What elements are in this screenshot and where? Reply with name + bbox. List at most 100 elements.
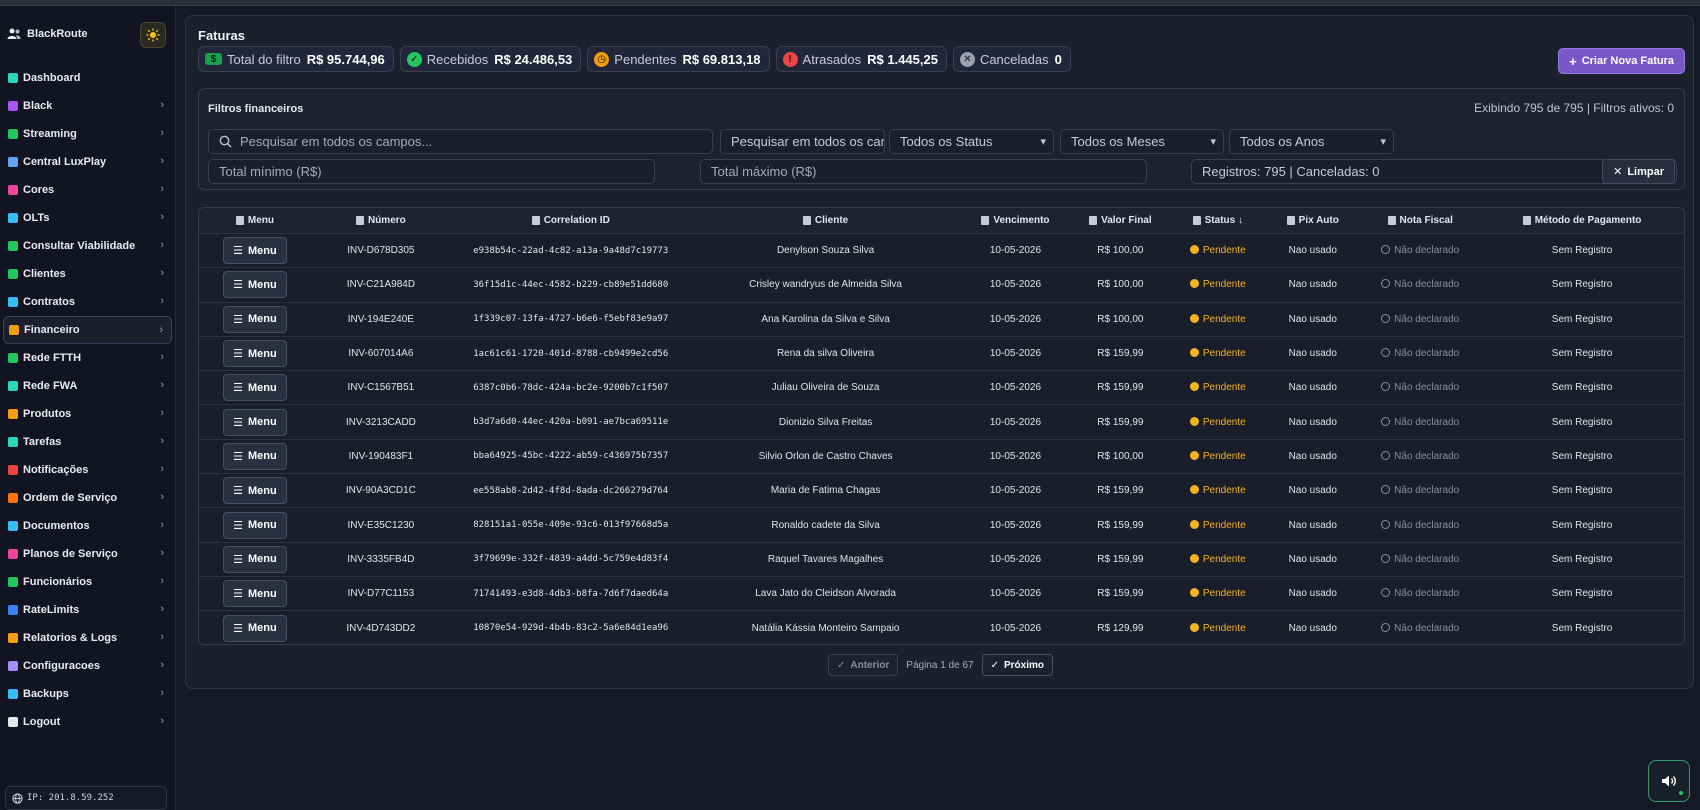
- chevron-right-icon: ›: [160, 127, 164, 139]
- sidebar-item-funcion-rios[interactable]: Funcionários ›: [3, 568, 172, 596]
- sidebar-item-consultar-viabilidade[interactable]: Consultar Viabilidade ›: [3, 232, 172, 260]
- sidebar-item-documentos[interactable]: Documentos ›: [3, 512, 172, 540]
- column-header[interactable]: Correlation ID: [451, 215, 691, 226]
- next-page-button[interactable]: ✓ Próximo: [981, 654, 1053, 676]
- sidebar-item-label: Planos de Serviço: [23, 548, 118, 560]
- client-name: Ana Karolina da Silva e Silva: [761, 313, 890, 325]
- sidebar-item-central-luxplay[interactable]: Central LuxPlay ›: [3, 148, 172, 176]
- row-menu-button[interactable]: ☰ Menu: [222, 340, 287, 368]
- column-header[interactable]: Valor Final: [1070, 215, 1170, 226]
- due-date: 10-05-2026: [989, 348, 1042, 360]
- sidebar-item-rede-ftth[interactable]: Rede FTTH ›: [3, 344, 172, 372]
- stat-value: 0: [1054, 51, 1062, 67]
- sidebar-item-produtos[interactable]: Produtos ›: [3, 400, 172, 428]
- due-date: 10-05-2026: [989, 245, 1042, 257]
- due-date: 10-05-2026: [989, 450, 1042, 462]
- menu-cell: ☰ Menu: [199, 237, 311, 265]
- client-name: Ronaldo cadete da Silva: [771, 519, 880, 531]
- pix-auto: Nao usado: [1288, 622, 1337, 634]
- clock-icon: [1189, 382, 1199, 392]
- column-header[interactable]: Cliente: [691, 215, 961, 226]
- column-header[interactable]: Menu: [199, 215, 311, 226]
- sidebar-item-financeiro[interactable]: Financeiro ›: [3, 316, 172, 344]
- sidebar-item-cores[interactable]: Cores ›: [3, 176, 172, 204]
- sidebar-item-label: Central LuxPlay: [23, 156, 107, 168]
- row-menu-button[interactable]: ☰ Menu: [222, 545, 287, 573]
- row-menu-button[interactable]: ☰ Menu: [222, 237, 287, 265]
- search-field[interactable]: [208, 129, 713, 154]
- correlation-id: 71741493-e3d8-4db3-b8fa-7d6f7daed64a: [473, 588, 669, 599]
- sidebar-item-backups[interactable]: Backups ›: [3, 680, 172, 708]
- status-select[interactable]: Todos os Status ▾: [889, 129, 1054, 154]
- row-menu-label: Menu: [248, 587, 277, 600]
- row-menu-button[interactable]: ☰ Menu: [222, 477, 287, 505]
- month-select[interactable]: Todos os Meses ▾: [1060, 129, 1224, 154]
- sidebar-item-configuracoes[interactable]: Configuracoes ›: [3, 652, 172, 680]
- status-badge: Pendente: [1170, 485, 1265, 496]
- row-menu-button[interactable]: ☰ Menu: [222, 511, 287, 539]
- sidebar-item-label: Notificações: [23, 464, 89, 476]
- min-total-input[interactable]: [219, 164, 654, 179]
- create-invoice-button[interactable]: + Criar Nova Fatura: [1558, 48, 1685, 74]
- column-header[interactable]: Método de Pagamento: [1480, 215, 1684, 226]
- due-date: 10-05-2026: [989, 416, 1042, 428]
- column-header[interactable]: Pix Auto: [1265, 215, 1360, 226]
- sidebar-item-rede-fwa[interactable]: Rede FWA ›: [3, 372, 172, 400]
- due-date: 10-05-2026: [989, 588, 1042, 600]
- search-field-select[interactable]: Pesquisar em todos os campos: [720, 129, 885, 154]
- sidebar-item-ordem-de-servi-o[interactable]: Ordem de Serviço ›: [3, 484, 172, 512]
- chevron-right-icon: ›: [160, 295, 164, 307]
- nota-fiscal-text: Não declarado: [1394, 245, 1460, 257]
- nota-fiscal-text: Não declarado: [1394, 485, 1460, 497]
- chevron-right-icon: ›: [160, 211, 164, 223]
- sidebar-item-relatorios-logs[interactable]: Relatorios & Logs ›: [3, 624, 172, 652]
- min-total-field[interactable]: [208, 159, 655, 184]
- sidebar-item-dashboard[interactable]: Dashboard: [3, 64, 172, 92]
- correlation-id: b3d7a6d0-44ec-420a-b091-ae7bca69511e: [473, 417, 669, 428]
- year-select[interactable]: Todos os Anos ▾: [1229, 129, 1394, 154]
- row-menu-button[interactable]: ☰ Menu: [222, 408, 287, 436]
- hamburger-icon: ☰: [233, 588, 244, 601]
- column-icon: [1089, 216, 1098, 225]
- correlation-id: 36f15d1c-44ec-4582-b229-cb89e51dd680: [473, 279, 669, 290]
- clock-icon: ◷: [594, 51, 610, 67]
- filters-box: Filtros financeiros Exibindo 795 de 795 …: [198, 88, 1685, 190]
- sidebar-item-planos-de-servi-o[interactable]: Planos de Serviço ›: [3, 540, 172, 568]
- sidebar-item-black[interactable]: Black ›: [3, 92, 172, 120]
- column-header[interactable]: Número: [311, 215, 451, 226]
- sidebar-item-ratelimits[interactable]: RateLimits ›: [3, 596, 172, 624]
- column-header[interactable]: Vencimento: [960, 215, 1070, 226]
- sidebar-item-contratos[interactable]: Contratos ›: [3, 288, 172, 316]
- column-header[interactable]: Nota Fiscal: [1360, 215, 1480, 226]
- row-menu-button[interactable]: ☰ Menu: [222, 614, 287, 642]
- sidebar-item-tarefas[interactable]: Tarefas ›: [3, 428, 172, 456]
- row-menu-button[interactable]: ☰ Menu: [222, 580, 287, 608]
- row-menu-button[interactable]: ☰ Menu: [222, 271, 287, 299]
- max-total-field[interactable]: [700, 159, 1147, 184]
- clear-filters-button[interactable]: ✕ Limpar: [1602, 159, 1675, 184]
- search-input[interactable]: [240, 134, 712, 149]
- clock-icon: [1189, 313, 1199, 323]
- pix-auto: Nao usado: [1288, 416, 1337, 428]
- previous-page-button[interactable]: ✓ Anterior: [828, 654, 899, 676]
- theme-toggle-button[interactable]: [140, 22, 166, 48]
- sidebar-item-olts[interactable]: OLTs ›: [3, 204, 172, 232]
- column-header[interactable]: Status ↓: [1170, 215, 1265, 226]
- sidebar-item-notifica-es[interactable]: Notificações ›: [3, 456, 172, 484]
- hamburger-icon: ☰: [233, 553, 244, 566]
- nota-fiscal: Não declarado: [1360, 382, 1480, 393]
- sidebar-item-label: Ordem de Serviço: [23, 492, 118, 504]
- table-row: ☰ Menu INV-D678D305 e938b54c-22ad-4c82-a13a…: [199, 234, 1684, 269]
- max-total-input[interactable]: [711, 164, 1146, 179]
- sidebar-item-streaming[interactable]: Streaming ›: [3, 120, 172, 148]
- row-menu-button[interactable]: ☰ Menu: [222, 442, 287, 470]
- row-menu-button[interactable]: ☰ Menu: [222, 374, 287, 402]
- hamburger-icon: ☰: [233, 245, 244, 258]
- row-menu-button[interactable]: ☰ Menu: [222, 305, 287, 333]
- sidebar-item-clientes[interactable]: Clientes ›: [3, 260, 172, 288]
- due-date: 10-05-2026: [989, 622, 1042, 634]
- nav-icon: [8, 353, 18, 363]
- sound-toggle-button[interactable]: [1648, 760, 1690, 802]
- alert-icon: !: [782, 51, 798, 67]
- sidebar-item-logout[interactable]: Logout ›: [3, 708, 172, 736]
